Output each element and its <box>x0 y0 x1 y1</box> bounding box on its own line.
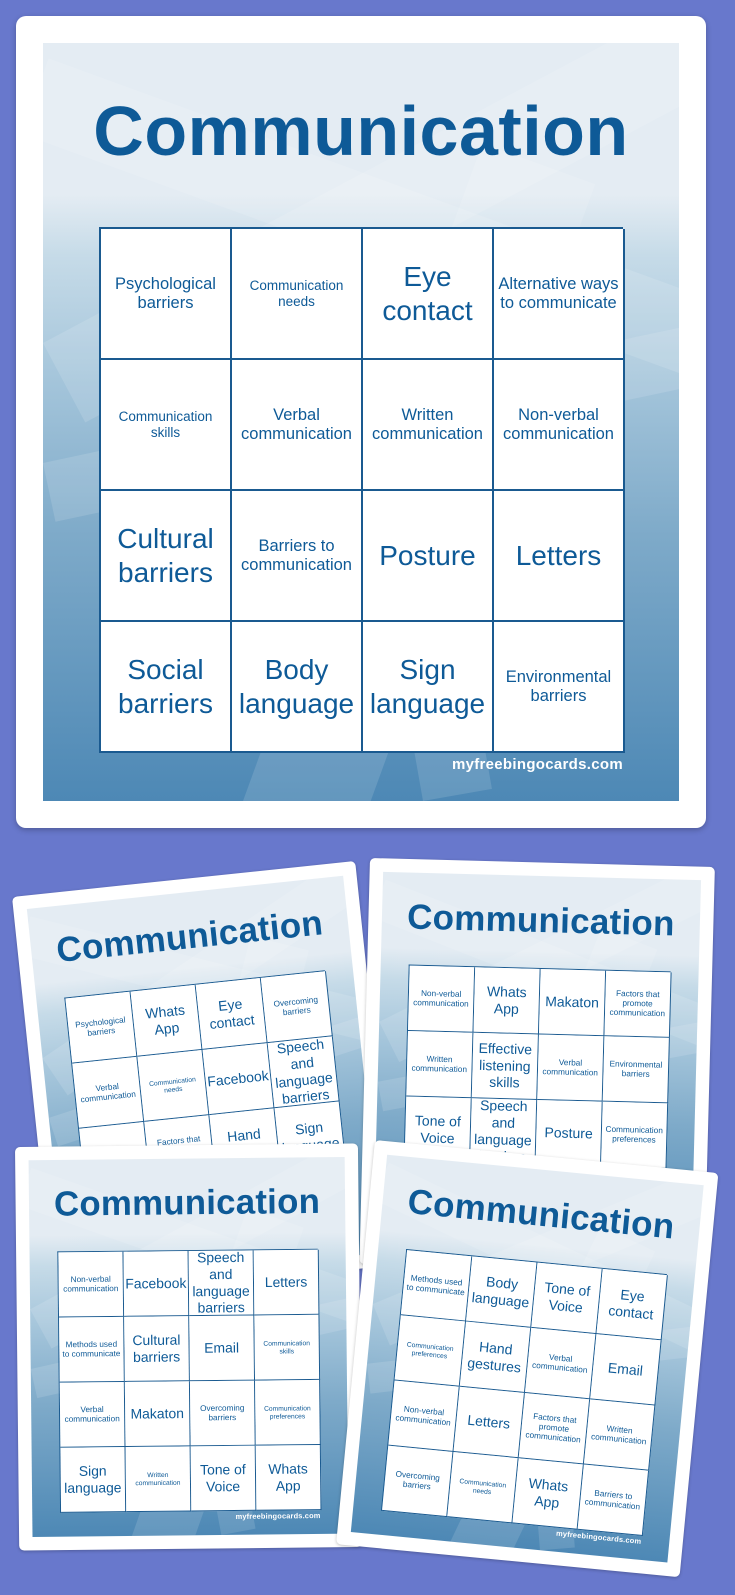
bingo-cell: Communication skills <box>254 1314 321 1381</box>
bingo-cell: Communication needs <box>137 1049 210 1122</box>
bingo-cell: Whats App <box>255 1444 322 1511</box>
bingo-cell: Sign language <box>60 1447 127 1513</box>
bingo-cell: Overcoming barriers <box>381 1445 454 1518</box>
bingo-cell: Communication skills <box>101 360 232 491</box>
bingo-cell: Verbal communication <box>524 1327 597 1400</box>
bingo-cell: Verbal communication <box>232 360 363 491</box>
bingo-cell: Eye contact <box>363 229 494 360</box>
bingo-cell: Communication needs <box>447 1451 519 1524</box>
bingo-cell: Posture <box>363 491 494 622</box>
bingo-cell: Whats App <box>130 984 203 1057</box>
bingo-cell: Psychological barriers <box>65 991 138 1064</box>
bingo-cell: Body language <box>232 622 363 753</box>
bingo-cell: Non-verbal communication <box>407 965 476 1033</box>
bingo-cell: Eye contact <box>596 1268 668 1341</box>
bingo-cell: Barriers to communication <box>577 1464 650 1536</box>
bingo-cell: Methods used to communicate <box>400 1250 473 1322</box>
bingo-cell: Social barriers <box>101 622 232 753</box>
bingo-cell: Non-verbal communication <box>494 360 625 491</box>
bingo-cell: Written communication <box>363 360 494 491</box>
card-background: Communication Psychological barriers Commu… <box>43 43 679 801</box>
watermark: myfreebingocards.com <box>235 1511 321 1521</box>
bingo-cell: Environmental barriers <box>602 1036 670 1104</box>
card-title: Communication <box>53 1181 321 1224</box>
bingo-cell: Speech and language barriers <box>267 1036 340 1109</box>
bingo-cell: Psychological barriers <box>101 229 232 360</box>
bingo-cell: Communication preferences <box>255 1379 321 1446</box>
bingo-cell: Email <box>590 1334 662 1406</box>
bingo-cell: Environmental barriers <box>494 622 625 753</box>
bingo-cell: Makaton <box>124 1381 191 1448</box>
bingo-cell: Effective listening skills <box>471 1032 539 1100</box>
bingo-cell: Whats App <box>512 1458 584 1530</box>
bingo-cell: Overcoming barriers <box>260 971 333 1044</box>
card-frame: Communication Psychological barriers Commu… <box>16 16 706 828</box>
card-title: Communication <box>406 896 676 943</box>
bingo-cell: Factors that promote communication <box>518 1393 591 1465</box>
bingo-grid: Non-verbal communication Facebook Speech a… <box>57 1248 322 1513</box>
bingo-cell: Alternative ways to communicate <box>494 229 625 360</box>
bingo-card-preview-d[interactable]: Communication Methods used to communicate… <box>336 1140 719 1578</box>
bingo-cell: Written communication <box>125 1446 192 1513</box>
card-title: Communication <box>93 92 629 170</box>
bingo-cell: Non-verbal communication <box>58 1251 125 1318</box>
bingo-cell: Non-verbal communication <box>388 1380 460 1452</box>
bingo-cell: Methods used to communicate <box>59 1316 125 1383</box>
bingo-cell: Overcoming barriers <box>189 1380 256 1447</box>
bingo-cell: Factors that promote communication <box>604 970 672 1038</box>
bingo-cell: Letters <box>253 1249 320 1316</box>
bingo-cell: Communication needs <box>232 229 363 360</box>
bingo-cell: Written communication <box>406 1031 474 1099</box>
bingo-grid: Non-verbal communication Whats App Makaton… <box>403 964 672 1169</box>
bingo-cell: Sign language <box>363 622 494 753</box>
bingo-cell: Speech and language barriers <box>188 1250 255 1317</box>
bingo-cell: Letters <box>453 1386 525 1459</box>
bingo-cell: Verbal communication <box>72 1056 145 1129</box>
bingo-cell: Hand gestures <box>459 1321 532 1394</box>
bingo-cell: Communication preferences <box>600 1101 669 1169</box>
bingo-cell: Facebook <box>123 1251 190 1317</box>
bingo-cell: Verbal communication <box>59 1381 126 1448</box>
watermark: myfreebingocards.com <box>451 756 623 773</box>
bingo-grid: Psychological barriers Communication need… <box>99 227 625 753</box>
bingo-cell: Facebook <box>202 1043 275 1116</box>
bingo-cell: Email <box>189 1315 256 1382</box>
card-background: Communication Non-verbal communication Fac… <box>28 1156 349 1537</box>
bingo-cell: Whats App <box>473 967 541 1035</box>
bingo-cell: Tone of Voice <box>190 1445 257 1512</box>
bingo-cell: Letters <box>494 491 625 622</box>
bingo-cell: Communication preferences <box>394 1315 467 1387</box>
bingo-cell: Body language <box>466 1256 538 1328</box>
bingo-cell: Verbal communication <box>537 1034 605 1102</box>
card-background: Communication Methods used to communicate… <box>350 1154 704 1563</box>
bingo-grid: Methods used to communicate Body language… <box>380 1248 668 1536</box>
bingo-cell: Cultural barriers <box>124 1316 190 1382</box>
bingo-cell: Tone of Voice <box>531 1262 603 1335</box>
bingo-cell: Written communication <box>583 1399 656 1471</box>
bingo-cell: Makaton <box>538 969 607 1037</box>
bingo-card-preview-c[interactable]: Communication Non-verbal communication Fac… <box>15 1143 363 1551</box>
card-frame: Communication Non-verbal communication Fac… <box>15 1143 363 1551</box>
bingo-cell: Cultural barriers <box>101 491 232 622</box>
bingo-cell: Barriers to communication <box>232 491 363 622</box>
card-frame: Communication Methods used to communicate… <box>336 1140 719 1578</box>
bingo-cell: Eye contact <box>195 977 268 1050</box>
main-bingo-card: Communication Psychological barriers Commu… <box>16 16 706 828</box>
